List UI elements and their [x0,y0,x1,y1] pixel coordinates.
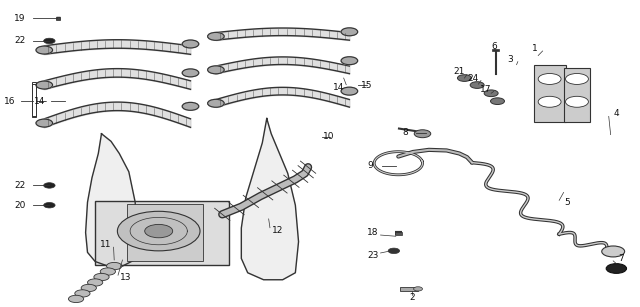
Circle shape [68,295,84,303]
Text: 5: 5 [564,198,570,207]
Bar [95,201,228,265]
Circle shape [606,264,627,273]
Circle shape [145,224,173,238]
Circle shape [44,38,55,44]
Circle shape [602,246,625,257]
Text: 16: 16 [4,97,16,106]
Circle shape [107,262,122,270]
Text: 1: 1 [532,44,538,53]
Polygon shape [241,119,298,280]
Bar [127,204,203,262]
Circle shape [100,268,115,275]
Bar [56,17,60,20]
Text: 4: 4 [614,110,619,119]
Circle shape [117,211,200,251]
Text: 2: 2 [409,293,415,301]
Text: 14: 14 [33,97,45,106]
Circle shape [88,279,103,286]
Circle shape [414,130,431,138]
Text: 7: 7 [618,254,624,263]
Circle shape [484,90,498,97]
Circle shape [36,119,52,127]
Circle shape [341,57,358,65]
Circle shape [36,81,52,89]
Circle shape [341,28,358,36]
Polygon shape [86,134,136,266]
Bar [400,287,418,291]
Text: 9: 9 [367,161,373,170]
Text: 12: 12 [272,226,284,235]
Circle shape [182,69,199,77]
Circle shape [44,203,55,208]
Text: 15: 15 [362,81,373,90]
Text: 11: 11 [100,240,112,249]
Text: 20: 20 [15,201,26,210]
Circle shape [44,183,55,188]
Circle shape [341,87,358,95]
Circle shape [413,287,422,291]
Circle shape [182,103,199,110]
Circle shape [75,290,90,297]
Circle shape [538,96,561,107]
Circle shape [538,73,561,84]
Circle shape [81,284,97,292]
Text: 19: 19 [14,14,26,23]
Circle shape [207,66,224,74]
Bar [32,84,36,116]
Text: 22: 22 [15,181,26,190]
Text: 10: 10 [323,132,335,141]
Bar [32,82,36,117]
Text: 22: 22 [15,37,26,45]
Circle shape [207,99,224,107]
Bar [395,232,402,235]
Text: 14: 14 [333,83,344,92]
Bar [564,68,590,122]
Text: 17: 17 [480,84,492,94]
Circle shape [490,98,504,104]
Bar [534,65,566,122]
Circle shape [566,96,588,107]
Text: 24: 24 [468,74,479,83]
Text: 8: 8 [403,128,408,137]
Circle shape [470,82,484,88]
Circle shape [566,73,588,84]
Text: 13: 13 [120,273,131,282]
Circle shape [458,75,472,81]
Circle shape [207,33,224,40]
Text: 21: 21 [454,68,465,76]
Text: 23: 23 [367,251,379,260]
Circle shape [182,40,199,48]
Circle shape [36,46,52,54]
Text: 18: 18 [367,228,379,237]
Bar [492,49,499,51]
Circle shape [388,248,399,254]
Text: 3: 3 [508,55,513,64]
Circle shape [94,273,109,281]
Text: 6: 6 [492,42,497,51]
